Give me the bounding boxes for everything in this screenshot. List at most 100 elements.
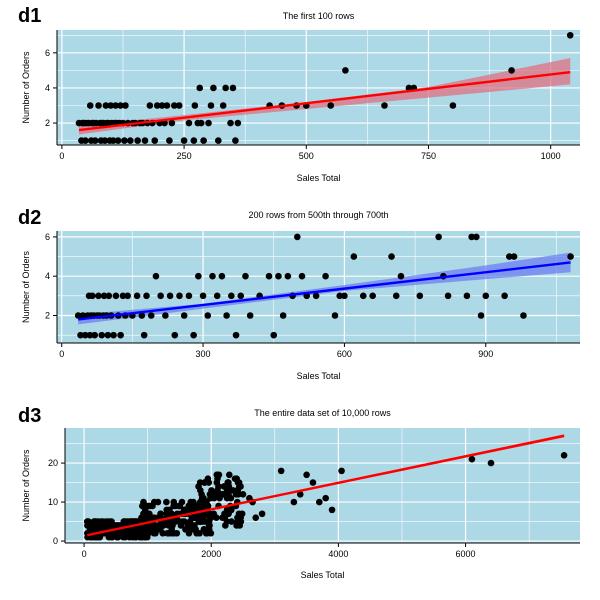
data-point xyxy=(199,292,207,300)
data-point xyxy=(223,312,230,319)
data-point xyxy=(221,490,229,498)
data-point xyxy=(143,526,151,533)
x-axis-label: Sales Total xyxy=(301,570,345,580)
data-point xyxy=(222,84,229,92)
y-tick-label: 4 xyxy=(45,271,50,281)
data-point xyxy=(328,506,336,514)
data-point xyxy=(126,529,134,537)
data-point xyxy=(163,102,171,109)
data-point xyxy=(388,253,395,260)
data-point xyxy=(176,502,183,510)
data-point xyxy=(200,137,207,144)
data-point xyxy=(89,292,96,300)
data-point xyxy=(122,102,129,109)
data-point xyxy=(237,514,244,521)
data-point xyxy=(102,102,110,109)
data-point xyxy=(95,292,102,300)
data-point xyxy=(239,490,247,498)
data-point xyxy=(205,510,212,518)
chart-panel-d2: d2 200 rows from 500th through 700th 0 300 6… xyxy=(18,207,580,381)
data-point xyxy=(179,518,187,525)
data-point xyxy=(225,479,232,486)
data-point xyxy=(146,102,154,109)
y-tick-label: 4 xyxy=(45,83,50,93)
data-point xyxy=(222,522,229,529)
data-point xyxy=(359,292,367,300)
data-point xyxy=(157,510,164,518)
data-point xyxy=(198,518,206,525)
x-tick-label: 500 xyxy=(299,151,314,161)
chart-panel-d1: d1 The first 100 rows 0 250 500 750 1000 2 4 6 Sal… xyxy=(18,5,580,183)
data-point xyxy=(506,253,513,260)
data-point xyxy=(110,331,117,339)
data-point xyxy=(117,331,124,339)
data-point xyxy=(107,102,115,109)
data-point xyxy=(225,471,233,479)
data-point xyxy=(140,498,147,506)
data-point xyxy=(91,137,99,144)
data-point xyxy=(184,506,192,514)
data-point xyxy=(322,272,329,280)
data-point xyxy=(163,498,170,506)
data-point xyxy=(112,292,120,300)
data-point xyxy=(105,292,113,300)
data-point xyxy=(392,292,400,300)
data-point xyxy=(171,331,179,339)
data-point xyxy=(477,312,485,319)
data-point xyxy=(209,272,216,280)
data-point xyxy=(150,514,158,521)
chart-title: 200 rows from 500th through 700th xyxy=(248,210,388,220)
data-point xyxy=(252,514,260,521)
confidence-band xyxy=(78,252,571,325)
x-tick-label: 1000 xyxy=(541,151,561,161)
data-point xyxy=(134,137,141,144)
data-point xyxy=(566,31,574,39)
data-point xyxy=(218,272,226,280)
data-point xyxy=(341,292,348,300)
y-tick-label: 2 xyxy=(45,310,50,320)
data-point xyxy=(510,253,518,260)
data-point xyxy=(210,84,217,92)
x-tick-label: 0 xyxy=(59,151,64,161)
data-point xyxy=(293,233,301,241)
chart-title: The first 100 rows xyxy=(283,11,355,21)
y-tick-label: 6 xyxy=(45,48,50,58)
data-point xyxy=(350,253,358,260)
y-tick-label: 20 xyxy=(48,458,58,468)
data-point xyxy=(91,331,98,339)
axes: 0 250 500 750 1000 2 4 6 xyxy=(45,30,580,161)
data-point xyxy=(166,506,173,514)
data-point xyxy=(227,494,235,502)
data-point xyxy=(121,137,128,144)
data-point xyxy=(298,272,306,280)
data-point xyxy=(215,483,222,490)
data-point xyxy=(133,292,141,300)
data-point xyxy=(185,119,193,127)
data-point xyxy=(104,331,112,339)
data-point xyxy=(152,272,160,280)
data-point xyxy=(284,272,292,280)
data-point xyxy=(147,312,155,319)
fit-line xyxy=(78,261,571,321)
data-point xyxy=(416,292,424,300)
x-axis-label: Sales Total xyxy=(297,173,341,183)
data-point xyxy=(369,292,376,300)
data-point xyxy=(508,67,515,74)
data-point xyxy=(444,292,452,300)
data-point xyxy=(95,102,102,109)
data-point xyxy=(520,312,527,319)
data-point xyxy=(309,479,317,486)
data-point xyxy=(161,119,168,127)
data-point xyxy=(229,84,237,92)
data-point xyxy=(468,455,476,463)
data-point xyxy=(277,467,285,475)
data-point xyxy=(189,502,197,510)
data-point xyxy=(138,312,146,319)
data-point xyxy=(212,490,220,498)
data-point xyxy=(205,479,213,486)
data-point xyxy=(112,102,119,109)
x-tick-label: 0 xyxy=(59,349,64,359)
data-point xyxy=(275,272,282,280)
x-tick-label: 300 xyxy=(196,349,211,359)
